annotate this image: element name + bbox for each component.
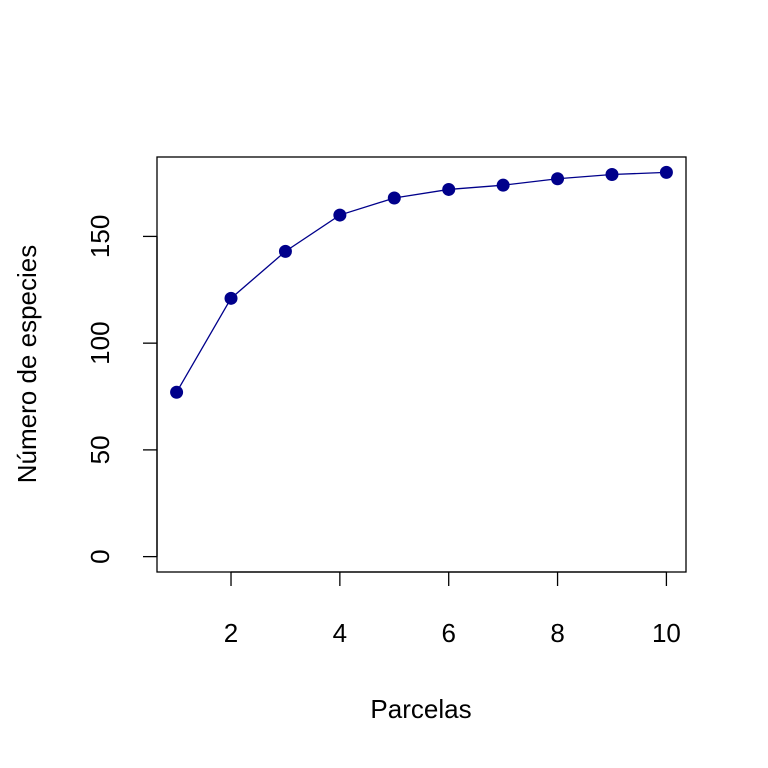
- x-tick-label: 10: [652, 618, 681, 648]
- data-point: [605, 168, 619, 182]
- data-point: [387, 191, 401, 205]
- x-tick-label: 8: [550, 618, 564, 648]
- x-axis: 2 4 6 8 10: [224, 571, 681, 648]
- y-axis: 0 50 100 150: [85, 215, 158, 564]
- y-axis-label: Número de especies: [12, 245, 42, 483]
- data-point: [442, 182, 456, 196]
- data-point: [278, 244, 292, 258]
- series-line: [176, 171, 667, 393]
- x-tick-label: 6: [441, 618, 455, 648]
- data-point: [224, 291, 238, 305]
- y-tick-label: 0: [85, 549, 115, 563]
- y-tick-label: 50: [85, 435, 115, 464]
- x-tick-label: 2: [224, 618, 238, 648]
- data-point: [333, 208, 347, 222]
- data-point: [551, 172, 565, 186]
- data-point: [170, 385, 184, 399]
- x-axis-label: Parcelas: [370, 694, 471, 724]
- data-point: [659, 165, 673, 179]
- y-tick-label: 150: [85, 215, 115, 258]
- x-tick-label: 4: [333, 618, 347, 648]
- y-tick-label: 100: [85, 321, 115, 364]
- plot-frame: [156, 156, 687, 573]
- data-point: [496, 178, 510, 192]
- series-layer: [170, 165, 673, 399]
